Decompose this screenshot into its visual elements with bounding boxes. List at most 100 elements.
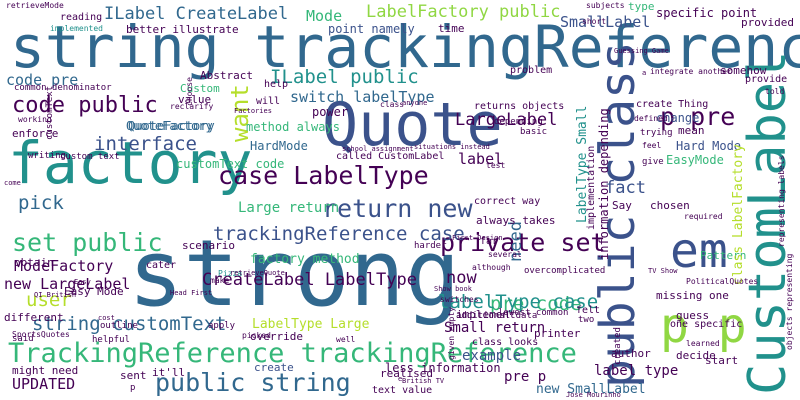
word-trying: trying (640, 128, 673, 138)
word-scenario: scenario (182, 239, 235, 252)
word-learned: learned (686, 339, 720, 348)
word-quotefactory-2: QuoteFactory (126, 119, 213, 133)
word-point-namely: point namely (328, 22, 415, 36)
word-smalllabel: SmallLabel (560, 13, 651, 31)
word-pre-p: pre p (504, 369, 547, 385)
word-p-p: p p (660, 298, 747, 354)
word-time: time (438, 22, 465, 35)
word-problem: problem (510, 65, 553, 76)
word-text-value: text value (372, 385, 433, 396)
word-lowest-common: lowest common (498, 308, 569, 318)
word-label: label (458, 150, 504, 168)
word-provided: provided (741, 16, 794, 29)
word-obtain: obtain (14, 256, 54, 269)
word-basic: basic (520, 127, 548, 137)
word-always-takes: always takes (476, 214, 556, 227)
word-created: created (613, 327, 623, 365)
word-depending: depending (494, 117, 543, 127)
word-createlabel-labeltype: CreateLabel LabelType (202, 270, 417, 290)
word-cost: cost (98, 314, 115, 322)
word-picked: picked (242, 331, 271, 340)
word-return-new: return new (322, 194, 473, 223)
word-p-pre: p pre (660, 102, 736, 131)
word-integrate-another: integrate another (650, 67, 732, 76)
word-class-labelfactory: class LabelFactory (731, 144, 746, 285)
word-ilabel-createlabel: ILabel CreateLabel (104, 4, 289, 24)
word-easy-mode: Easy Mode (64, 285, 124, 298)
word-pizza: Pizza (218, 269, 243, 278)
word-trackingreference-case: trackingReference case (213, 223, 465, 245)
word-e: e (398, 375, 403, 383)
word-chosen: chosen (650, 199, 690, 212)
word-create-thing: create Thing (636, 99, 709, 110)
word-p: p (130, 383, 136, 393)
word-objects-representing: objects representing (785, 253, 794, 350)
word-switch-labeltype: code pre (6, 71, 79, 89)
word-want: pre code (490, 293, 582, 315)
word-a: a (642, 69, 647, 77)
word-factory-method: factory method (250, 252, 360, 267)
word-labeltype-small: LabelType Small (575, 105, 590, 223)
word-returns-objects: returns objects (474, 101, 565, 112)
word-pick: pick (18, 192, 64, 214)
word-required: required (684, 212, 723, 221)
word-string-trackingreference: string trackingReference (10, 13, 800, 81)
word-fact: fact (605, 178, 646, 198)
word-felt: felt (576, 305, 601, 316)
word-factory: factory (8, 129, 253, 197)
word-reading: reading (60, 12, 103, 23)
word-short: short (582, 17, 607, 26)
word-first-design: First Design (452, 234, 503, 242)
word-retrievequote: retrieveQuote (230, 269, 285, 277)
word-set-public: set public (12, 228, 163, 257)
word-subjects: subjects (586, 1, 625, 10)
word-value: value (178, 93, 212, 106)
word-one-specific: one specific (670, 319, 743, 330)
word-told: told (765, 87, 785, 96)
word-ilabel-public: ILabel public (270, 66, 419, 88)
word-class: class (380, 100, 405, 109)
word-qi-british: QI British (34, 291, 77, 299)
word-implement: implement (456, 308, 516, 321)
word-sportsquotes: SportsQuotes (12, 330, 70, 339)
word-overcomplicated: overcomplicated (524, 266, 606, 276)
word-strong: strong (128, 220, 461, 327)
word-printer: printer (534, 327, 581, 340)
word-label-type: label type (594, 363, 679, 379)
word-labeltype-large: LabelType Large (252, 317, 370, 332)
word-british-tv: British TV (402, 377, 445, 385)
word-specific-point: specific point (656, 6, 758, 20)
word-although: although (472, 263, 511, 272)
word-different: different (4, 311, 64, 324)
word-anyone: anyone (402, 99, 428, 107)
word-two: two (578, 315, 595, 325)
word-decide: decide (676, 349, 716, 362)
word-mean: mean (678, 124, 705, 137)
word-harder: harder (414, 241, 447, 251)
word-public-string: public string (155, 368, 351, 397)
word-em: em (670, 223, 728, 279)
word-pre-code: labelType case (438, 291, 599, 313)
word-quotefactory: QuoteFactory (128, 119, 215, 133)
word-will: will (256, 96, 281, 107)
word-might-need: might need (12, 364, 79, 377)
word-somehow: somehow (720, 64, 767, 77)
word-new-smalllabel: new SmallLabel (536, 382, 646, 397)
word-writing: writing (28, 151, 66, 161)
word-easy: Easy (74, 278, 91, 286)
word-create: create (254, 361, 294, 374)
word-working: working (18, 115, 52, 124)
word-reclarify: reclarify (170, 102, 214, 111)
word-cater: cater (146, 260, 177, 271)
word-code-pre: interface (94, 133, 197, 155)
word-quote: Quote (322, 90, 503, 160)
word-mode: Mode (306, 7, 343, 25)
word-modefactory: ModeFactory (14, 257, 114, 275)
word-come: come (4, 179, 21, 187)
word-tv-show: TV Show (648, 267, 678, 275)
word-common-denominator: common denominator (14, 83, 112, 93)
word-method-always: method always (246, 120, 340, 134)
word-user: user (26, 289, 72, 311)
word-pattern: Pattern (700, 249, 747, 262)
